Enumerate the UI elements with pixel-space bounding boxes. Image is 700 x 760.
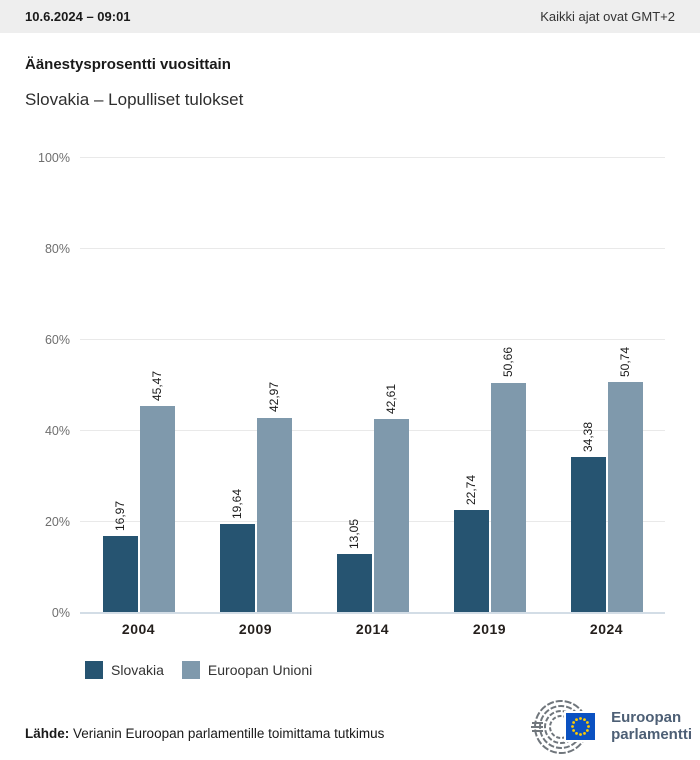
- legend-label: Euroopan Unioni: [207, 662, 313, 678]
- bar-euroopan-unioni-2024[interactable]: [607, 382, 643, 613]
- x-axis-label-2014: 2014: [355, 621, 390, 637]
- legend-item-slovakia[interactable]: Slovakia: [85, 661, 164, 679]
- bar-slovakia-2014[interactable]: [336, 553, 372, 613]
- eu-flag-stars: [571, 717, 591, 736]
- x-axis-line: [80, 612, 665, 614]
- bar-euroopan-unioni-2014[interactable]: [373, 419, 409, 613]
- x-axis-label-2024: 2024: [589, 621, 624, 637]
- bar-value-label: 34,38: [581, 421, 595, 452]
- eu-flag: [564, 711, 598, 742]
- bar-value-label: 22,74: [464, 474, 478, 505]
- bar-slovakia-2019[interactable]: [453, 509, 489, 613]
- gridline: [80, 248, 665, 249]
- bar-wrapper: 19,64: [219, 158, 255, 613]
- y-axis-tick-label: 20%: [44, 515, 70, 529]
- x-axis-label-2004: 2004: [121, 621, 156, 637]
- bar-wrapper: 13,05: [336, 158, 372, 613]
- bar-euroopan-unioni-2009[interactable]: [256, 417, 292, 613]
- source-text: Verianin Euroopan parlamentille toimitta…: [69, 726, 385, 741]
- bar-wrapper: 42,97: [256, 158, 292, 613]
- bar-value-label: 45,47: [150, 371, 164, 402]
- bar-wrapper: 22,74: [453, 158, 489, 613]
- plot-area: 16,97 45,47 19,64 42,97 13,05 42,61 22,74 50,66…: [80, 157, 665, 614]
- bar-value-label: 13,05: [347, 518, 361, 549]
- y-axis-tick-label: 80%: [44, 242, 70, 256]
- top-bar: 10.6.2024 – 09:01 Kaikki ajat ovat GMT+2: [0, 0, 700, 33]
- bar-wrapper: 34,38: [570, 158, 606, 613]
- bar-slovakia-2004[interactable]: [102, 535, 138, 613]
- bar-group-2004: 16,97 45,47: [80, 158, 197, 613]
- gridline: [80, 430, 665, 431]
- bar-euroopan-unioni-2004[interactable]: [139, 406, 175, 613]
- bar-value-label: 50,66: [501, 347, 515, 378]
- bar-wrapper: 45,47: [139, 158, 175, 613]
- legend-item-euroopan-unioni[interactable]: Euroopan Unioni: [181, 661, 313, 679]
- bar-value-label: 42,61: [384, 384, 398, 415]
- y-axis-tick-label: 60%: [44, 333, 70, 347]
- bar-wrapper: 50,74: [607, 158, 643, 613]
- bar-group-2009: 19,64 42,97: [197, 158, 314, 613]
- legend-label: Slovakia: [111, 662, 164, 678]
- legend-swatch-slovakia: [85, 661, 103, 679]
- bar-wrapper: 42,61: [373, 158, 409, 613]
- bar-group-2024: 34,38 50,74: [548, 158, 665, 613]
- legend-swatch-euroopan-unioni: [181, 661, 200, 679]
- source-label: Lähde:: [25, 726, 70, 741]
- y-axis-tick-label: 0%: [51, 606, 70, 620]
- bar-wrapper: 50,66: [490, 158, 526, 613]
- bar-euroopan-unioni-2019[interactable]: [490, 382, 526, 613]
- bar-value-label: 16,97: [113, 500, 127, 531]
- x-axis-label-2019: 2019: [472, 621, 507, 637]
- chart-legend: Slovakia Euroopan Unioni: [85, 661, 312, 679]
- european-parliament-logo: Euroopan parlamentti: [527, 697, 692, 755]
- bar-slovakia-2024[interactable]: [570, 456, 606, 613]
- bar-value-label: 19,64: [230, 488, 244, 519]
- bar-chart: 0% 20% 40% 60% 80% 100% 16,97 45,47 19,64 42,97 1…: [0, 151, 700, 620]
- gridline: [80, 157, 665, 158]
- x-axis-label-2009: 2009: [238, 621, 273, 637]
- page-subtitle: Slovakia – Lopulliset tulokset: [25, 90, 244, 109]
- bar-value-label: 50,74: [618, 347, 632, 378]
- source-note: Lähde: Verianin Euroopan parlamentille t…: [25, 726, 384, 741]
- bar-value-label: 42,97: [267, 382, 281, 413]
- ep-logo-text: Euroopan parlamentti: [611, 709, 692, 743]
- bar-group-2019: 22,74 50,66: [431, 158, 548, 613]
- page-title: Äänestysprosentti vuosittain: [25, 56, 231, 73]
- y-axis-tick-label: 40%: [44, 424, 70, 438]
- timezone-note: Kaikki ajat ovat GMT+2: [540, 9, 675, 24]
- datetime-label: 10.6.2024 – 09:01: [25, 9, 131, 24]
- bar-wrapper: 16,97: [102, 158, 138, 613]
- gridline: [80, 339, 665, 340]
- ep-hemicycle-icon: [531, 700, 598, 754]
- bar-group-2014: 13,05 42,61: [314, 158, 431, 613]
- x-axis: 2004 2009 2014 2019 2024: [80, 621, 665, 637]
- y-axis-tick-label: 100%: [38, 151, 70, 165]
- bar-slovakia-2009[interactable]: [219, 523, 255, 613]
- gridline: [80, 521, 665, 522]
